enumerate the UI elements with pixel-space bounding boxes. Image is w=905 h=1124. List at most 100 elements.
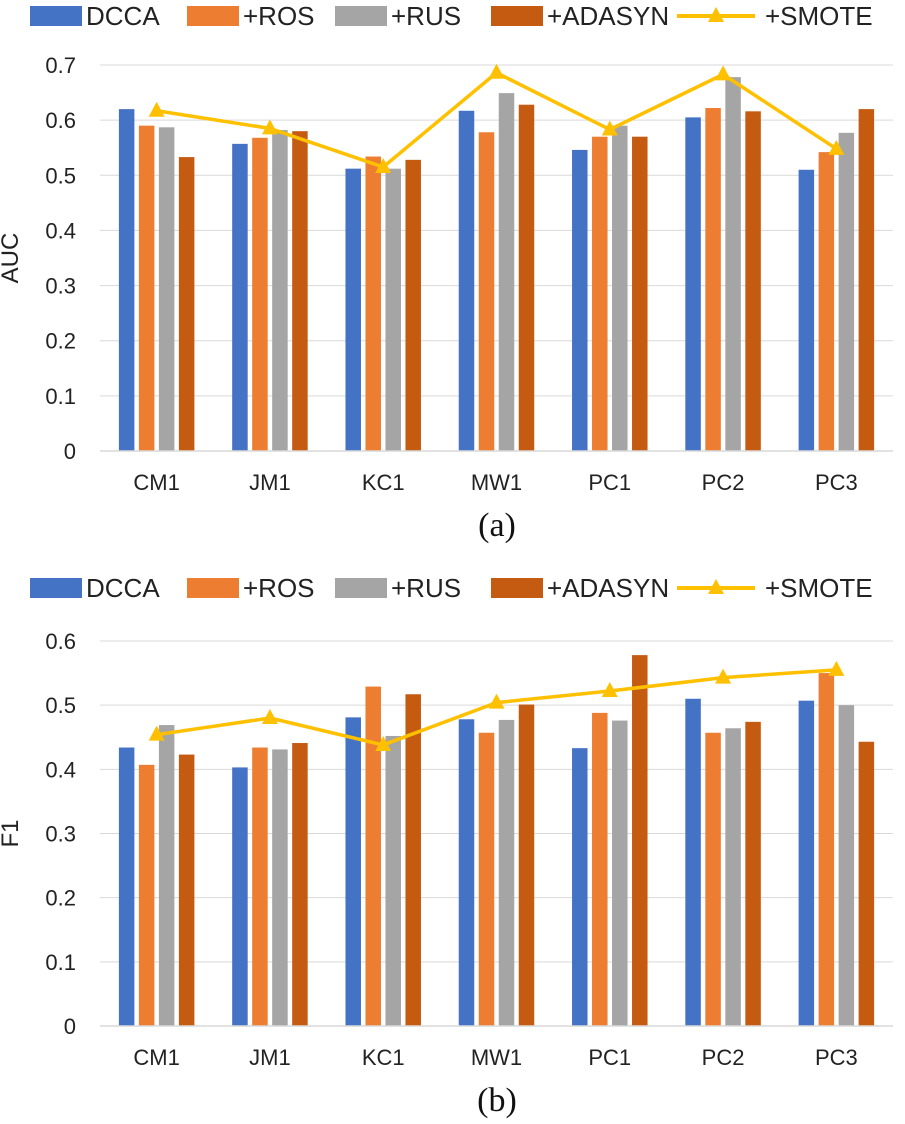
auc-x-tick-label-pc2: PC2 (702, 470, 745, 495)
f1-y-tick-label: 0.6 (45, 629, 76, 654)
auc-caption: (a) (478, 507, 516, 544)
f1-bar-dcca-pc3 (798, 700, 815, 1026)
f1-bar-ros-mw1 (478, 732, 495, 1026)
auc-bar-rus-pc2 (725, 77, 741, 451)
auc-bar-rus-kc1 (385, 168, 401, 451)
auc-bar-ros-pc1 (592, 136, 608, 451)
f1-legend-label-adasyn: +ADASYN (547, 573, 669, 603)
f1-bar-adasyn-pc2 (745, 721, 761, 1026)
f1-bar-ros-pc2 (705, 732, 721, 1026)
auc-legend: DCCA +ROS +RUS +ADASYN +SMOTE (30, 1, 873, 31)
f1-bar-adasyn-mw1 (518, 704, 535, 1026)
auc-point-smote-pc3 (828, 139, 845, 155)
f1-y-tick-label: 0.2 (45, 886, 76, 911)
f1-bar-ros-cm1 (138, 764, 155, 1026)
auc-x-tick-label-kc1: KC1 (362, 470, 405, 495)
f1-legend-label-smote: +SMOTE (765, 573, 873, 603)
auc-legend-marker-smote (708, 7, 724, 22)
f1-y-tick-label: 0.4 (45, 757, 76, 782)
auc-y-tick-label: 0.5 (45, 163, 76, 188)
auc-bar-rus-cm1 (158, 127, 175, 451)
auc-bar-dcca-pc2 (685, 117, 701, 451)
auc-legend-label-adasyn: +ADASYN (547, 1, 669, 31)
auc-bar-dcca-pc3 (798, 169, 815, 451)
f1-y-tick-label: 0.5 (45, 693, 76, 718)
f1-legend: DCCA +ROS +RUS +ADASYN +SMOTE (30, 573, 873, 603)
auc-bar-dcca-jm1 (232, 143, 248, 451)
f1-gridlines (100, 640, 893, 963)
auc-point-smote-cm1 (148, 101, 165, 117)
f1-y-tick-label: 0.1 (45, 950, 76, 975)
auc-bar-dcca-kc1 (345, 168, 361, 451)
auc-bar-ros-pc3 (818, 152, 835, 451)
f1-point-smote-pc1 (601, 682, 618, 698)
auc-gridlines (100, 64, 893, 397)
auc-bar-ros-kc1 (365, 156, 381, 451)
f1-caption: (b) (477, 1082, 517, 1119)
f1-bar-rus-pc3 (838, 705, 855, 1026)
auc-bar-adasyn-pc3 (858, 109, 875, 451)
auc-bar-rus-mw1 (498, 93, 515, 451)
auc-bar-adasyn-cm1 (178, 157, 195, 452)
f1-bar-adasyn-pc3 (858, 741, 875, 1026)
f1-bar-adasyn-pc1 (632, 655, 648, 1026)
f1-point-smote-pc3 (828, 660, 845, 676)
f1-legend-swatch-rus (335, 578, 387, 598)
f1-x-tick-label-jm1: JM1 (249, 1045, 291, 1070)
f1-bar-rus-pc1 (612, 720, 628, 1026)
f1-y-tick-label: 0 (64, 1014, 76, 1039)
f1-bar-ros-pc1 (592, 712, 608, 1026)
f1-legend-swatch-ros (187, 578, 239, 598)
auc-x-tick-label-mw1: MW1 (471, 470, 522, 495)
auc-y-tick-label: 0.7 (45, 53, 76, 78)
f1-legend-swatch-dcca (30, 578, 82, 598)
auc-x-tick-label-cm1: CM1 (133, 470, 179, 495)
f1-bar-dcca-cm1 (118, 747, 135, 1026)
auc-bar-ros-mw1 (478, 132, 495, 451)
auc-x-tick-label-pc1: PC1 (588, 470, 631, 495)
f1-legend-marker-smote (708, 579, 724, 594)
auc-y-tick-label: 0.1 (45, 384, 76, 409)
auc-legend-swatch-dcca (30, 6, 82, 26)
f1-bars (118, 655, 875, 1026)
auc-bar-adasyn-jm1 (292, 131, 308, 451)
auc-bar-rus-pc3 (838, 132, 855, 451)
f1-bar-rus-cm1 (158, 725, 175, 1026)
auc-legend-label-ros: +ROS (243, 1, 315, 31)
f1-x-tick-label-mw1: MW1 (471, 1045, 522, 1070)
f1-x-tick-label-pc2: PC2 (702, 1045, 745, 1070)
f1-bar-ros-jm1 (252, 747, 268, 1026)
f1-legend-label-dcca: DCCA (86, 573, 160, 603)
auc-chart-panel: DCCA +ROS +RUS +ADASYN +SMOTE 0 0.1 0.2 0.3 0.4 0.… (0, 0, 905, 545)
f1-bar-dcca-mw1 (458, 719, 475, 1026)
auc-bar-ros-cm1 (138, 125, 155, 452)
f1-bar-dcca-kc1 (345, 717, 361, 1026)
f1-x-tick-label-pc1: PC1 (588, 1045, 631, 1070)
f1-bar-rus-mw1 (498, 719, 515, 1026)
auc-point-smote-pc1 (601, 120, 618, 136)
f1-bar-dcca-pc1 (572, 748, 588, 1026)
auc-y-tick-label: 0.2 (45, 329, 76, 354)
f1-legend-label-ros: +ROS (243, 573, 315, 603)
f1-x-tick-label-pc3: PC3 (815, 1045, 858, 1070)
f1-y-axis-title: F1 (0, 819, 24, 847)
f1-bar-ros-kc1 (365, 686, 381, 1026)
auc-x-tick-label-pc3: PC3 (815, 470, 858, 495)
auc-bar-dcca-mw1 (458, 110, 475, 452)
auc-bar-dcca-cm1 (118, 109, 135, 451)
f1-point-smote-pc2 (715, 668, 732, 684)
auc-bar-rus-jm1 (272, 130, 288, 451)
f1-chart: DCCA +ROS +RUS +ADASYN +SMOTE 0 0.1 0.2 0.3 0.4 0.… (0, 573, 893, 1119)
f1-bar-adasyn-jm1 (292, 743, 308, 1026)
auc-legend-swatch-adasyn (491, 6, 543, 26)
f1-bar-rus-kc1 (385, 735, 401, 1026)
auc-legend-label-dcca: DCCA (86, 1, 160, 31)
f1-x-tick-label-kc1: KC1 (362, 1045, 405, 1070)
auc-y-tick-label: 0.6 (45, 108, 76, 133)
auc-x-tick-label-jm1: JM1 (249, 470, 291, 495)
f1-bar-adasyn-cm1 (178, 754, 195, 1026)
auc-bar-rus-pc1 (612, 125, 628, 452)
auc-point-smote-jm1 (261, 119, 278, 135)
auc-bar-adasyn-pc2 (745, 111, 761, 451)
auc-bar-adasyn-kc1 (405, 159, 421, 452)
